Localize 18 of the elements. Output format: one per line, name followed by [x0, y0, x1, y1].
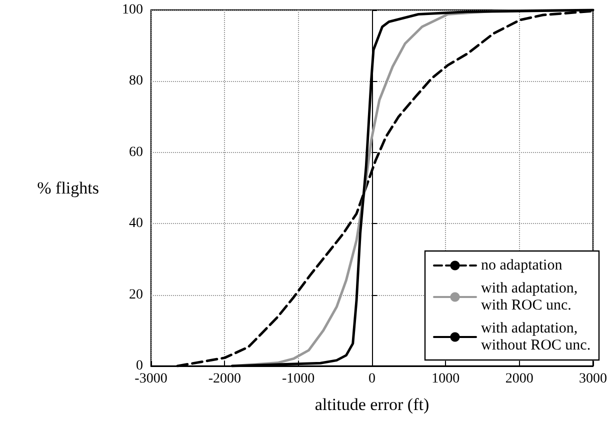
- legend-label: no adaptation: [481, 258, 563, 274]
- x-tick-label: 2000: [505, 372, 534, 386]
- y-tick-label: 60: [129, 144, 143, 160]
- x-tick-label: 3000: [579, 372, 607, 386]
- y-tick-label: 100: [122, 2, 143, 18]
- y-axis-title: % flights: [37, 178, 99, 198]
- y-tick-label: 20: [129, 287, 143, 302]
- x-tick-label: -1000: [282, 372, 315, 386]
- x-tick-label: -2000: [208, 372, 242, 386]
- y-tick-label: 80: [129, 74, 143, 89]
- x-tick-label: 0: [368, 372, 376, 386]
- x-axis-title: altitude error (ft): [314, 395, 430, 414]
- legend-label: with adaptation, without ROC unc.: [481, 320, 591, 354]
- legend-label: with adaptation, with ROC unc.: [481, 280, 582, 314]
- x-tick-label: -3000: [134, 372, 168, 386]
- y-tick-label: 40: [129, 216, 143, 232]
- y-tick-label: 0: [136, 358, 143, 374]
- x-tick-label: 1000: [432, 372, 460, 386]
